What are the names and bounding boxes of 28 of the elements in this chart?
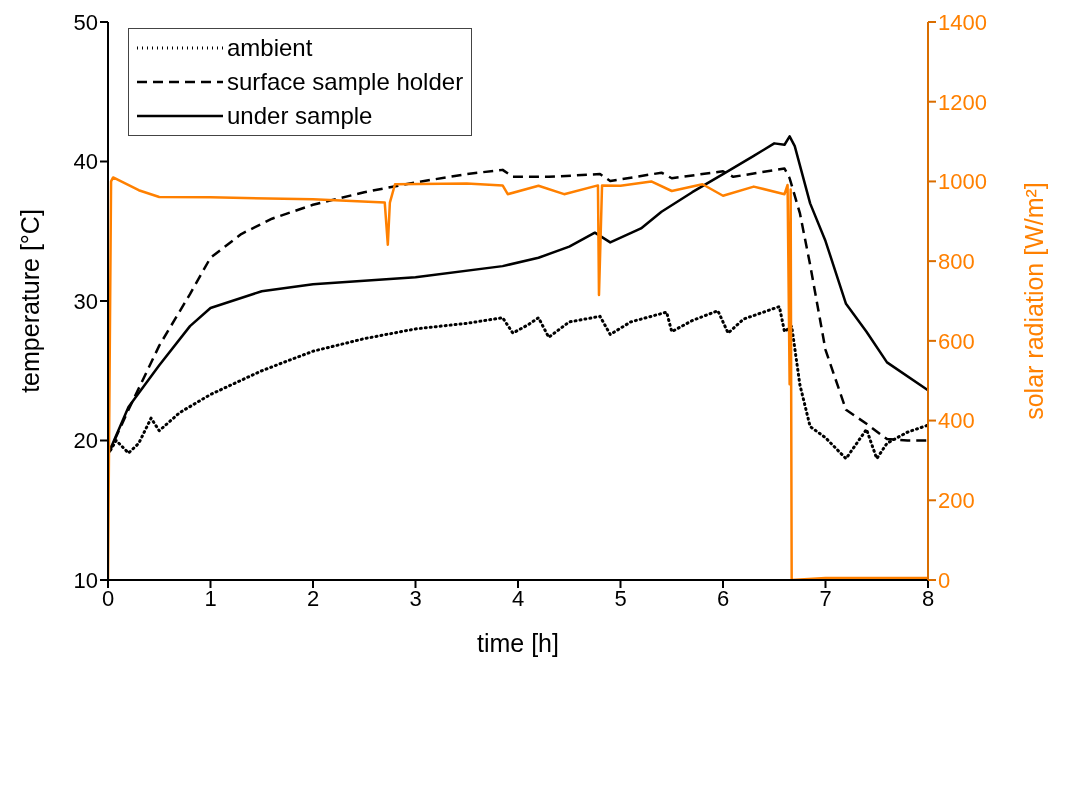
- x-tick-label: 1: [204, 585, 217, 611]
- x-tick-label: 0: [101, 585, 115, 611]
- x-tick-label: 8: [921, 585, 935, 611]
- legend-label: ambient: [227, 34, 313, 62]
- legend-label: surface sample holder: [227, 68, 464, 96]
- y2-tick-label: 1000: [938, 169, 987, 195]
- legend-label: under sample: [227, 102, 373, 130]
- y2-tick-label: 0: [938, 567, 951, 593]
- y2-tick-label: 200: [938, 488, 975, 514]
- y-tick-label: 10: [73, 567, 98, 593]
- y2-tick-label: 600: [938, 328, 975, 354]
- x-tick-label: 5: [614, 585, 627, 611]
- y2-tick-label: 400: [938, 408, 975, 434]
- y2-axis-title: solar radiation [W/m²]: [1019, 182, 1048, 420]
- x-tick-label: 3: [409, 585, 422, 611]
- x-tick-label: 6: [716, 585, 730, 611]
- x-tick-label: 4: [511, 585, 525, 611]
- y2-tick-label: 1200: [938, 89, 987, 115]
- y-axis-title: temperature [°C]: [15, 209, 44, 393]
- y-tick-label: 50: [73, 9, 98, 35]
- y-tick-label: 40: [73, 149, 98, 175]
- y-tick-label: 30: [73, 288, 98, 314]
- y-tick-label: 20: [73, 428, 98, 454]
- y2-tick-label: 800: [938, 248, 975, 274]
- x-axis-title: time [h]: [477, 629, 559, 657]
- x-tick-label: 7: [819, 585, 832, 611]
- y2-tick-label: 1400: [938, 9, 987, 35]
- x-tick-label: 2: [306, 585, 320, 611]
